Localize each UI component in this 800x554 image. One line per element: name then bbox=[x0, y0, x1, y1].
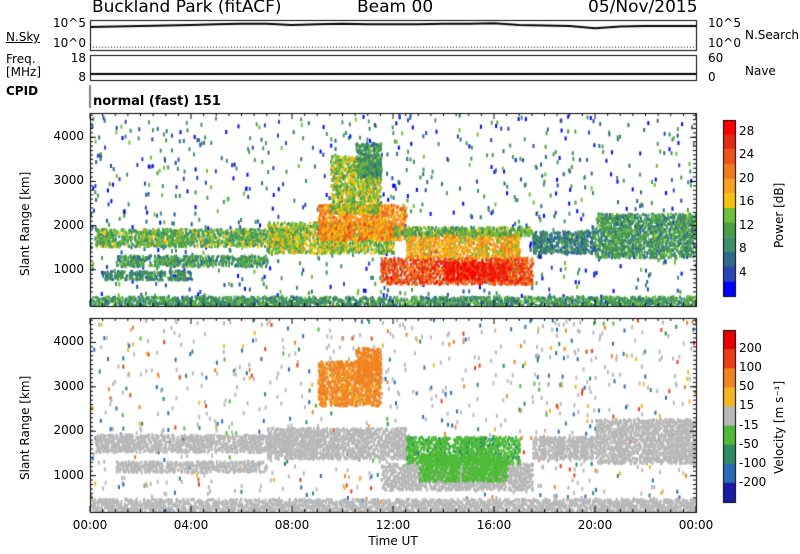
station-title: Buckland Park (fitACF) bbox=[92, 0, 282, 17]
power-y-axis-label: Slant Range [km] bbox=[18, 171, 32, 276]
power-colorbar-tick: 8 bbox=[739, 241, 747, 256]
velocity-y-axis-label: Slant Range [km] bbox=[18, 375, 32, 480]
power-colorbar-tick: 20 bbox=[739, 170, 755, 185]
x-axis-label: Time UT bbox=[368, 534, 418, 548]
beam-title: Beam 00 bbox=[357, 0, 434, 17]
nave-label: Nave bbox=[745, 64, 776, 78]
freq-unit-label: [MHz] bbox=[6, 65, 42, 79]
velocity-y-tick: 2000 bbox=[53, 423, 84, 438]
time-tick: 04:00 bbox=[173, 518, 209, 532]
power-colorbar-tick: 16 bbox=[739, 194, 755, 209]
nave-tick-right-top: 60 bbox=[708, 51, 724, 65]
power-y-tick: 2000 bbox=[53, 217, 84, 232]
date-title: 05/Nov/2015 bbox=[588, 0, 698, 17]
power-colorbar-tick: 12 bbox=[739, 217, 755, 232]
nave-tick-right-bottom: 0 bbox=[708, 70, 716, 84]
velocity-colorbar-label: Velocity [m s⁻¹] bbox=[772, 380, 786, 474]
velocity-y-tick: 3000 bbox=[53, 378, 84, 393]
noise-tick-left-bottom: 10^0 bbox=[53, 36, 86, 50]
freq-tick-left-top: 18 bbox=[70, 51, 86, 65]
time-tick: 08:00 bbox=[274, 518, 310, 532]
velocity-colorbar-tick: -200 bbox=[739, 474, 767, 489]
power-colorbar-tick: 24 bbox=[739, 147, 755, 162]
velocity-y-tick: 4000 bbox=[53, 334, 84, 349]
power-y-tick: 1000 bbox=[53, 261, 84, 276]
cpid-label: CPID bbox=[6, 84, 39, 98]
nsky-label: N.Sky bbox=[6, 30, 41, 44]
freq-label: Freq. bbox=[6, 52, 36, 66]
velocity-colorbar-tick: -100 bbox=[739, 455, 767, 470]
power-y-tick: 4000 bbox=[53, 129, 84, 144]
freq-tick-left-bottom: 8 bbox=[78, 70, 86, 84]
velocity-colorbar-tick: 50 bbox=[739, 379, 755, 394]
velocity-colorbar-tick: 15 bbox=[739, 398, 755, 413]
velocity-colorbar-tick: 100 bbox=[739, 360, 762, 375]
velocity-y-tick: 1000 bbox=[53, 467, 84, 482]
noise-tick-left-top: 10^5 bbox=[53, 16, 86, 30]
noise-tick-right-top: 10^5 bbox=[708, 16, 741, 30]
power-colorbar-label: Power [dB] bbox=[772, 182, 786, 248]
power-colorbar-tick: 28 bbox=[739, 123, 755, 138]
velocity-colorbar-tick: -15 bbox=[739, 417, 759, 432]
power-colorbar-tick: 4 bbox=[739, 264, 747, 279]
time-tick: 16:00 bbox=[476, 518, 512, 532]
time-tick: 12:00 bbox=[375, 518, 411, 532]
nsearch-label: N.Search bbox=[745, 28, 800, 42]
time-tick: 00:00 bbox=[72, 518, 108, 532]
time-tick: 00:00 bbox=[678, 518, 714, 532]
time-tick: 20:00 bbox=[577, 518, 613, 532]
velocity-colorbar-tick: -50 bbox=[739, 436, 759, 451]
power-y-tick: 3000 bbox=[53, 173, 84, 188]
velocity-colorbar-tick: 200 bbox=[739, 341, 762, 356]
noise-tick-right-bottom: 10^0 bbox=[708, 36, 741, 50]
cpid-text: normal (fast) 151 bbox=[93, 94, 221, 109]
